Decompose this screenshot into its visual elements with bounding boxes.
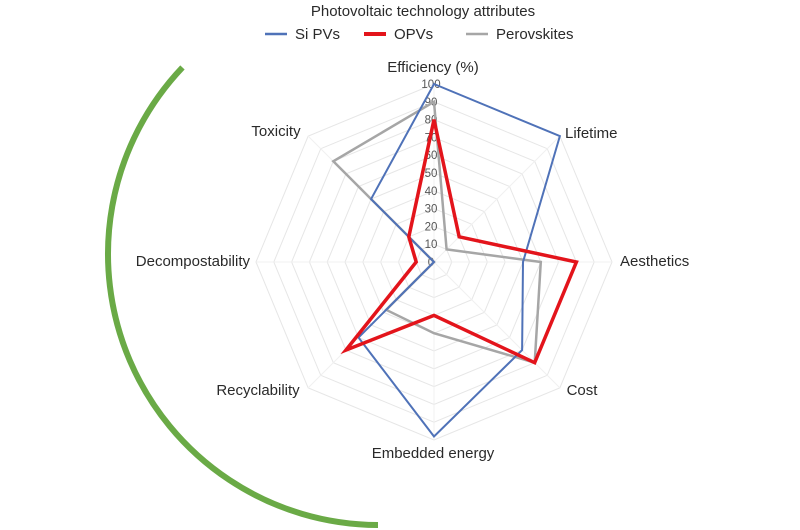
axis-labels: Efficiency (%) Lifetime Aesthetics Cost Embe…	[136, 59, 689, 462]
legend-label-opvs: OPVs	[394, 26, 433, 43]
axis-label-recyclability: Recyclability	[216, 382, 300, 399]
series-si-pvs	[357, 82, 562, 438]
legend-label-si-pvs: Si PVs	[295, 26, 340, 43]
tick-label: 50	[425, 168, 438, 180]
axis-label-cost: Cost	[567, 382, 599, 399]
axis-label-toxicity: Toxicity	[251, 123, 301, 140]
tick-label: 100	[421, 79, 440, 91]
chart-title: Photovoltaic technology attributes	[311, 3, 535, 20]
tick-label: 40	[425, 186, 438, 198]
tick-label: 30	[425, 204, 438, 216]
axis-label-lifetime: Lifetime	[565, 125, 618, 142]
series-perovskites	[331, 99, 543, 365]
axis-label-aesthetics: Aesthetics	[620, 253, 689, 270]
series-layer	[331, 82, 579, 438]
axis-spoke	[433, 135, 561, 263]
axis-label-embedded-energy: Embedded energy	[372, 445, 495, 462]
axis-label-decompostability: Decompostability	[136, 253, 251, 270]
tick-label: 0	[428, 257, 434, 269]
legend-label-perovskites: Perovskites	[496, 26, 574, 43]
axis-spoke	[433, 261, 561, 389]
series-opvs	[340, 119, 579, 366]
legend: Si PVs OPVs Perovskites	[265, 26, 574, 43]
sustainability-arc	[105, 65, 379, 528]
tick-label: 10	[425, 239, 438, 251]
tick-label: 20	[425, 221, 438, 233]
axis-label-efficiency: Efficiency (%)	[387, 59, 478, 76]
